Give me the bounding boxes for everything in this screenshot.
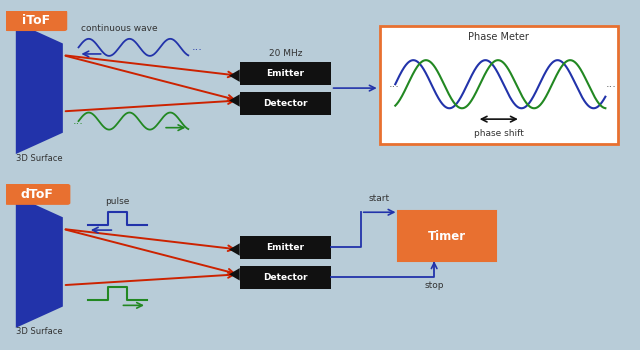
FancyBboxPatch shape: [240, 92, 331, 115]
Polygon shape: [229, 243, 240, 256]
Text: Detector: Detector: [263, 99, 308, 108]
Text: stop: stop: [424, 281, 444, 290]
Polygon shape: [229, 69, 240, 82]
Text: phase shift: phase shift: [474, 129, 524, 138]
Text: start: start: [369, 194, 390, 203]
FancyBboxPatch shape: [380, 26, 618, 144]
Polygon shape: [229, 94, 240, 107]
FancyBboxPatch shape: [240, 236, 331, 259]
Text: ...: ...: [605, 79, 616, 89]
FancyBboxPatch shape: [240, 62, 331, 85]
Text: continuous wave: continuous wave: [81, 24, 157, 33]
Text: ...: ...: [191, 42, 202, 52]
Polygon shape: [229, 268, 240, 281]
Text: 3D Surface: 3D Surface: [16, 154, 62, 163]
Text: Emitter: Emitter: [266, 69, 305, 78]
Text: 20 MHz: 20 MHz: [269, 49, 302, 58]
FancyBboxPatch shape: [4, 10, 67, 31]
FancyBboxPatch shape: [240, 266, 331, 289]
Text: Emitter: Emitter: [266, 243, 305, 252]
Polygon shape: [16, 196, 63, 328]
Text: iToF: iToF: [22, 14, 50, 27]
Text: Detector: Detector: [263, 273, 308, 282]
Text: 3D Surface: 3D Surface: [16, 327, 62, 336]
FancyBboxPatch shape: [4, 184, 70, 205]
Text: ...: ...: [72, 116, 83, 126]
Text: ...: ...: [389, 79, 400, 89]
Text: Phase Meter: Phase Meter: [468, 32, 529, 42]
Text: pulse: pulse: [105, 197, 130, 206]
FancyBboxPatch shape: [398, 211, 495, 261]
Text: Timer: Timer: [428, 230, 466, 243]
Polygon shape: [16, 22, 63, 154]
Text: dToF: dToF: [20, 188, 54, 201]
